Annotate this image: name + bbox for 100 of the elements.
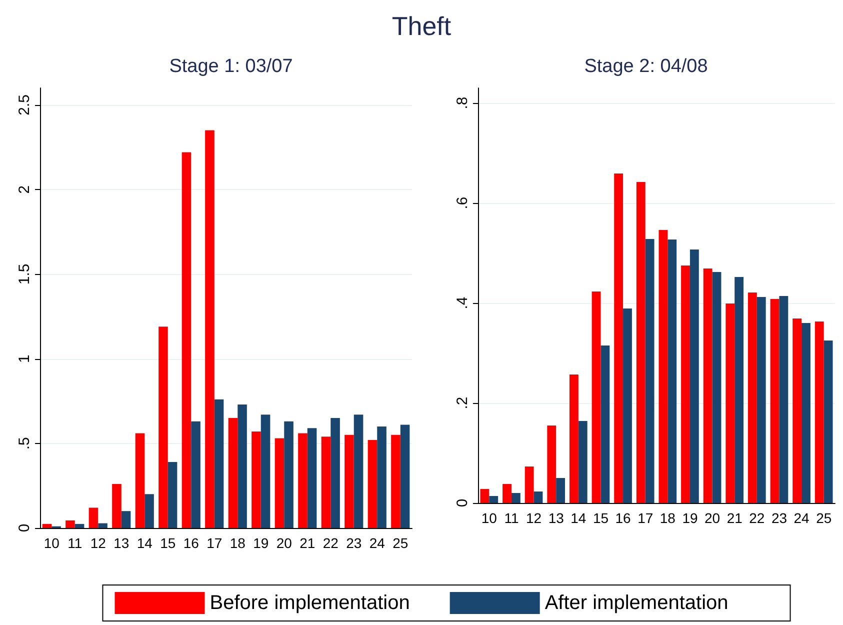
bar <box>98 523 108 528</box>
bar <box>88 508 98 528</box>
x-tick-label: 20 <box>704 510 720 526</box>
bar <box>135 433 145 528</box>
bar <box>42 524 52 528</box>
bar <box>321 436 331 528</box>
x-tick-label: 12 <box>526 510 542 526</box>
x-tick-label: 22 <box>749 510 765 526</box>
y-tick-label: .8 <box>454 96 471 110</box>
bar <box>636 182 646 503</box>
bar <box>191 421 200 528</box>
bar <box>534 492 543 503</box>
x-tick-label: 18 <box>660 510 676 526</box>
bar <box>74 524 84 528</box>
x-tick-label: 10 <box>481 510 498 526</box>
bar <box>547 426 556 503</box>
bar <box>214 399 224 528</box>
bar <box>307 428 317 528</box>
y-tick-label: 0 <box>16 524 33 532</box>
x-tick-label: 22 <box>322 535 339 551</box>
bar <box>400 424 410 528</box>
chart-title: Theft <box>392 11 452 41</box>
bar <box>668 240 677 503</box>
x-tick-label: 11 <box>68 535 82 551</box>
x-tick-label: 14 <box>136 535 153 551</box>
x-tick-label: 24 <box>794 510 810 526</box>
bar <box>354 414 364 528</box>
bar <box>614 174 624 503</box>
bar <box>121 511 131 528</box>
bar <box>645 239 654 503</box>
bar <box>66 520 75 528</box>
bar <box>480 489 490 503</box>
bar <box>824 340 833 503</box>
y-tick-label: 0 <box>454 498 471 508</box>
x-tick-label: 20 <box>276 535 292 551</box>
bar <box>144 494 154 528</box>
bar <box>368 440 378 528</box>
x-tick-label: 12 <box>90 535 106 551</box>
y-tick-label: .2 <box>454 396 471 410</box>
x-tick-label: 11 <box>504 510 519 526</box>
bar <box>756 297 766 503</box>
bar <box>511 493 520 503</box>
y-tick-label: .4 <box>454 296 471 310</box>
bar <box>556 478 566 503</box>
bar <box>377 426 386 528</box>
x-tick-label: 21 <box>300 535 316 551</box>
x-tick-label: 19 <box>253 535 269 551</box>
bar <box>792 318 802 503</box>
x-tick-label: 21 <box>726 510 743 526</box>
bar <box>252 432 261 528</box>
x-tick-label: 19 <box>682 510 698 526</box>
bar <box>298 433 308 528</box>
x-tick-label: 16 <box>183 535 200 551</box>
bar <box>578 421 588 503</box>
bar <box>569 374 578 503</box>
y-tick-label: .6 <box>454 196 471 210</box>
x-tick-label: 13 <box>548 510 564 526</box>
y-tick-label: 2.5 <box>16 94 33 116</box>
bar <box>524 466 534 503</box>
legend-label: Before implementation <box>210 592 410 614</box>
y-tick-label: .5 <box>16 437 33 450</box>
bar <box>734 277 744 503</box>
bar <box>770 299 780 503</box>
x-tick-label: 25 <box>392 535 408 551</box>
bar <box>592 292 601 503</box>
x-tick-label: 18 <box>230 535 246 551</box>
bar <box>703 268 712 503</box>
bar <box>205 130 214 528</box>
legend-label: After implementation <box>544 592 728 614</box>
bar <box>502 484 512 503</box>
bar <box>168 462 178 528</box>
x-tick-label: 16 <box>615 510 632 526</box>
bar <box>779 296 788 503</box>
x-tick-label: 15 <box>160 535 176 551</box>
x-tick-label: 15 <box>592 510 609 526</box>
x-tick-label: 25 <box>816 510 832 526</box>
bar <box>274 438 284 528</box>
x-tick-label: 10 <box>44 535 60 551</box>
bar <box>681 266 690 503</box>
bar <box>623 308 632 503</box>
bar <box>228 418 238 528</box>
bar <box>748 292 757 503</box>
bar <box>690 250 699 503</box>
bar <box>489 496 498 503</box>
bar <box>712 272 722 503</box>
bar <box>238 404 247 528</box>
bar <box>330 418 340 528</box>
x-tick-label: 14 <box>570 510 586 526</box>
bar <box>344 434 354 528</box>
y-tick-label: 1.5 <box>16 264 33 285</box>
bar <box>112 484 122 528</box>
x-tick-label: 23 <box>346 535 362 551</box>
bar <box>600 346 610 503</box>
x-tick-label: 17 <box>638 510 654 526</box>
bar <box>158 326 168 528</box>
bar <box>726 304 735 503</box>
x-tick-label: 23 <box>771 510 788 526</box>
chart-subtitle: Stage 2: 04/08 <box>584 56 708 77</box>
bar <box>284 421 294 528</box>
x-tick-label: 17 <box>206 535 222 551</box>
